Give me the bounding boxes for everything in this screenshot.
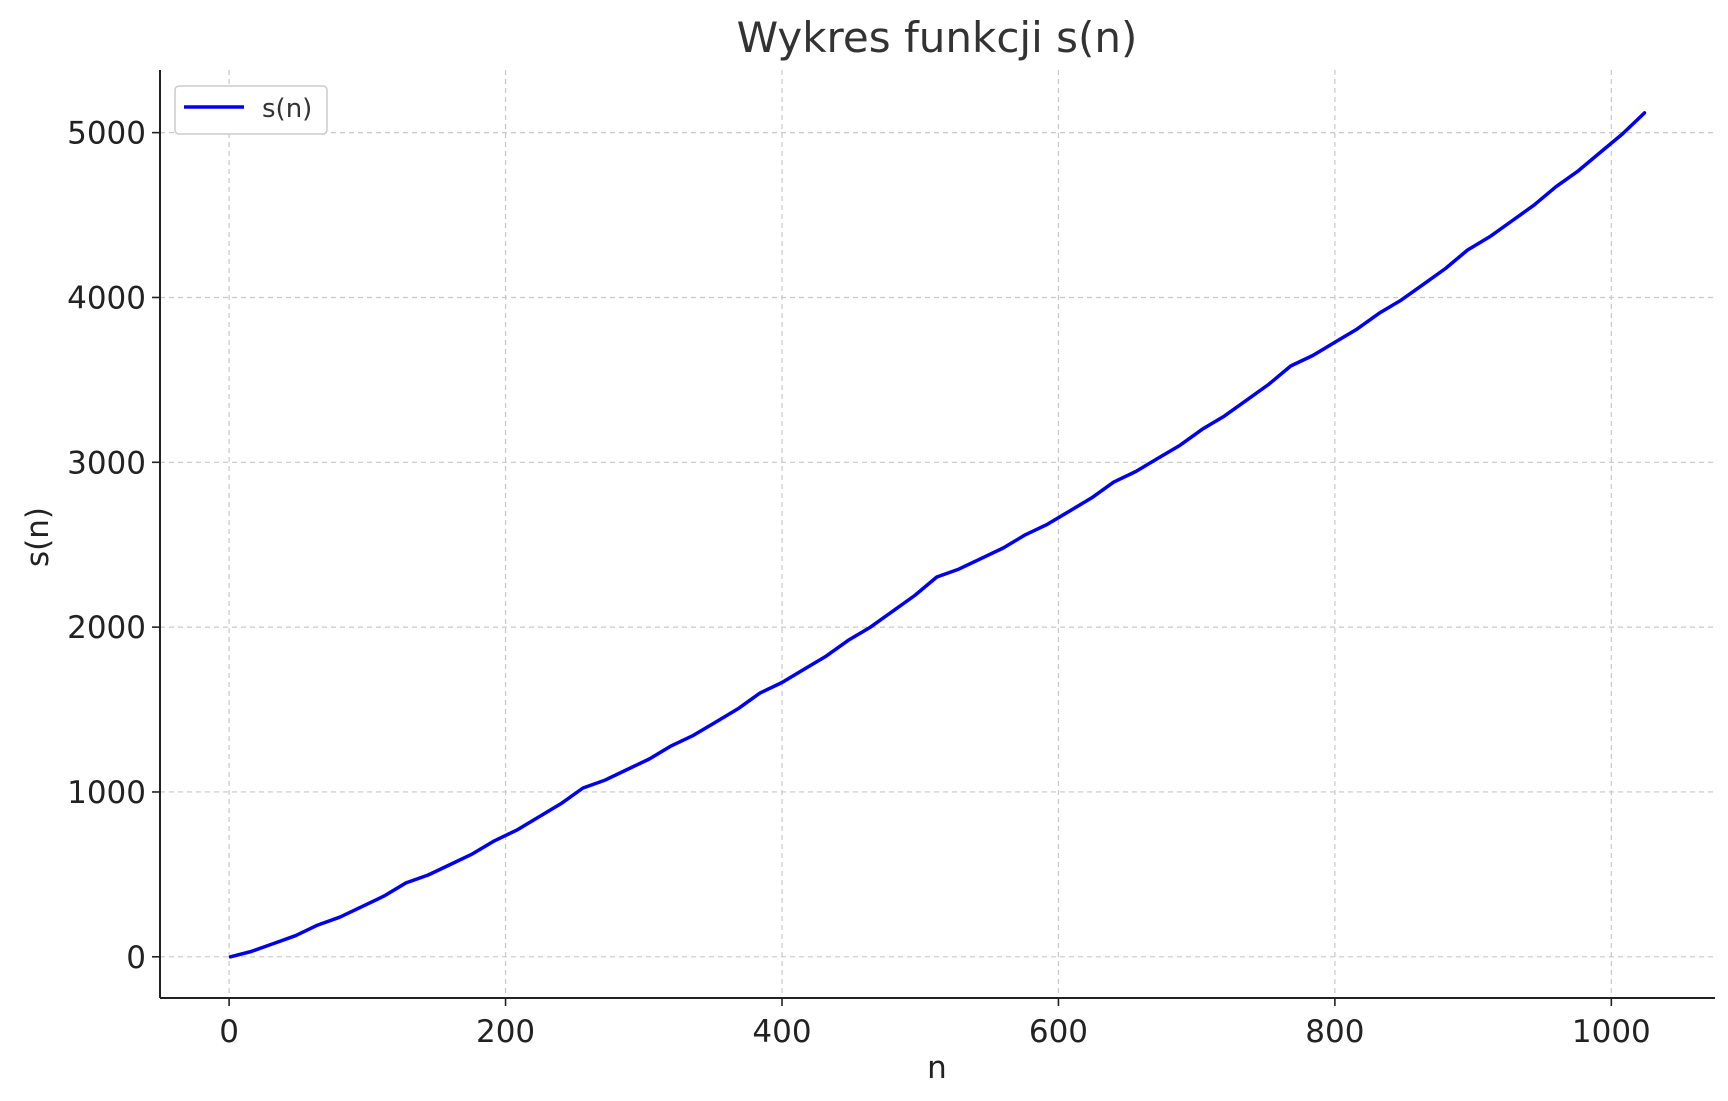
y-tick-label: 2000 xyxy=(67,610,146,646)
x-tick-label: 1000 xyxy=(1572,1014,1651,1050)
x-tick-label: 200 xyxy=(476,1014,535,1050)
series-line-0 xyxy=(228,111,1647,959)
legend-label: s(n) xyxy=(262,94,312,124)
y-tick-label: 4000 xyxy=(67,280,146,316)
y-tick-label: 5000 xyxy=(67,116,146,152)
x-tick-label: 600 xyxy=(1029,1014,1088,1050)
legend: s(n) xyxy=(174,85,328,135)
y-tick-label: 3000 xyxy=(67,445,146,481)
chart-title: Wykres funkcji s(n) xyxy=(737,13,1138,62)
series-layer xyxy=(228,111,1647,959)
grid xyxy=(160,70,1715,998)
legend-box xyxy=(174,85,328,135)
x-tick-label: 0 xyxy=(219,1014,239,1050)
axes xyxy=(159,70,1715,999)
y-axis-ticks: 0 1000 2000 3000 4000 5000 xyxy=(67,116,160,976)
y-tick-label: 1000 xyxy=(67,775,146,811)
x-tick-label: 400 xyxy=(752,1014,811,1050)
y-tick-label: 0 xyxy=(126,940,146,976)
x-axis-title: n xyxy=(927,1050,947,1086)
x-axis-ticks: 0 200 400 600 800 1000 xyxy=(219,998,1651,1050)
y-axis-title: s(n) xyxy=(20,507,56,567)
x-tick-label: 800 xyxy=(1305,1014,1364,1050)
